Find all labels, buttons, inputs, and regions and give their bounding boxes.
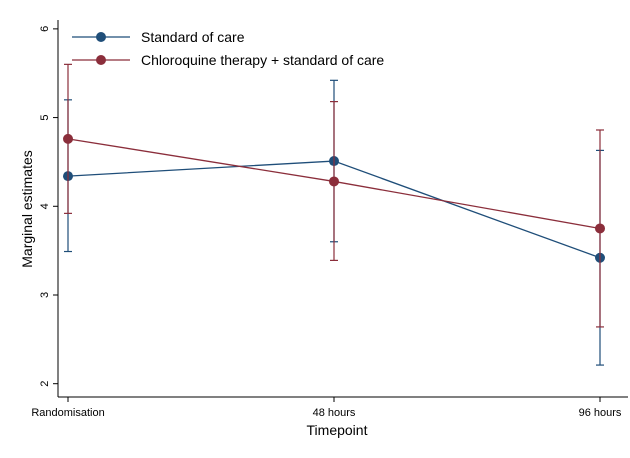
- legend-label: Chloroquine therapy + standard of care: [141, 52, 384, 68]
- legend-marker: [96, 55, 106, 65]
- y-tick-label: 2: [39, 381, 51, 387]
- x-tick-label: 96 hours: [579, 407, 622, 419]
- series-layer: [63, 63, 605, 366]
- x-ticks: Randomisation 48 hours 96 hours: [31, 397, 622, 419]
- x-tick-label: Randomisation: [31, 407, 104, 419]
- data-point: [595, 223, 605, 234]
- legend-marker: [96, 32, 106, 42]
- y-tick-label: 3: [39, 292, 51, 298]
- y-ticks: 2 3 4 5 6: [39, 26, 58, 387]
- y-tick-label: 6: [39, 26, 51, 32]
- data-point: [63, 133, 73, 144]
- y-tick-label: 5: [39, 115, 51, 121]
- axes: [57, 20, 628, 398]
- x-axis-title: Timepoint: [307, 422, 368, 438]
- data-point: [329, 176, 339, 187]
- series-2: [63, 63, 605, 328]
- x-tick-label: 48 hours: [313, 407, 356, 419]
- legend: Standard of care Chloroquine therapy + st…: [72, 29, 384, 68]
- y-tick-label: 4: [39, 203, 51, 209]
- legend-label: Standard of care: [141, 29, 245, 45]
- y-axis-title: Marginal estimates: [19, 150, 35, 268]
